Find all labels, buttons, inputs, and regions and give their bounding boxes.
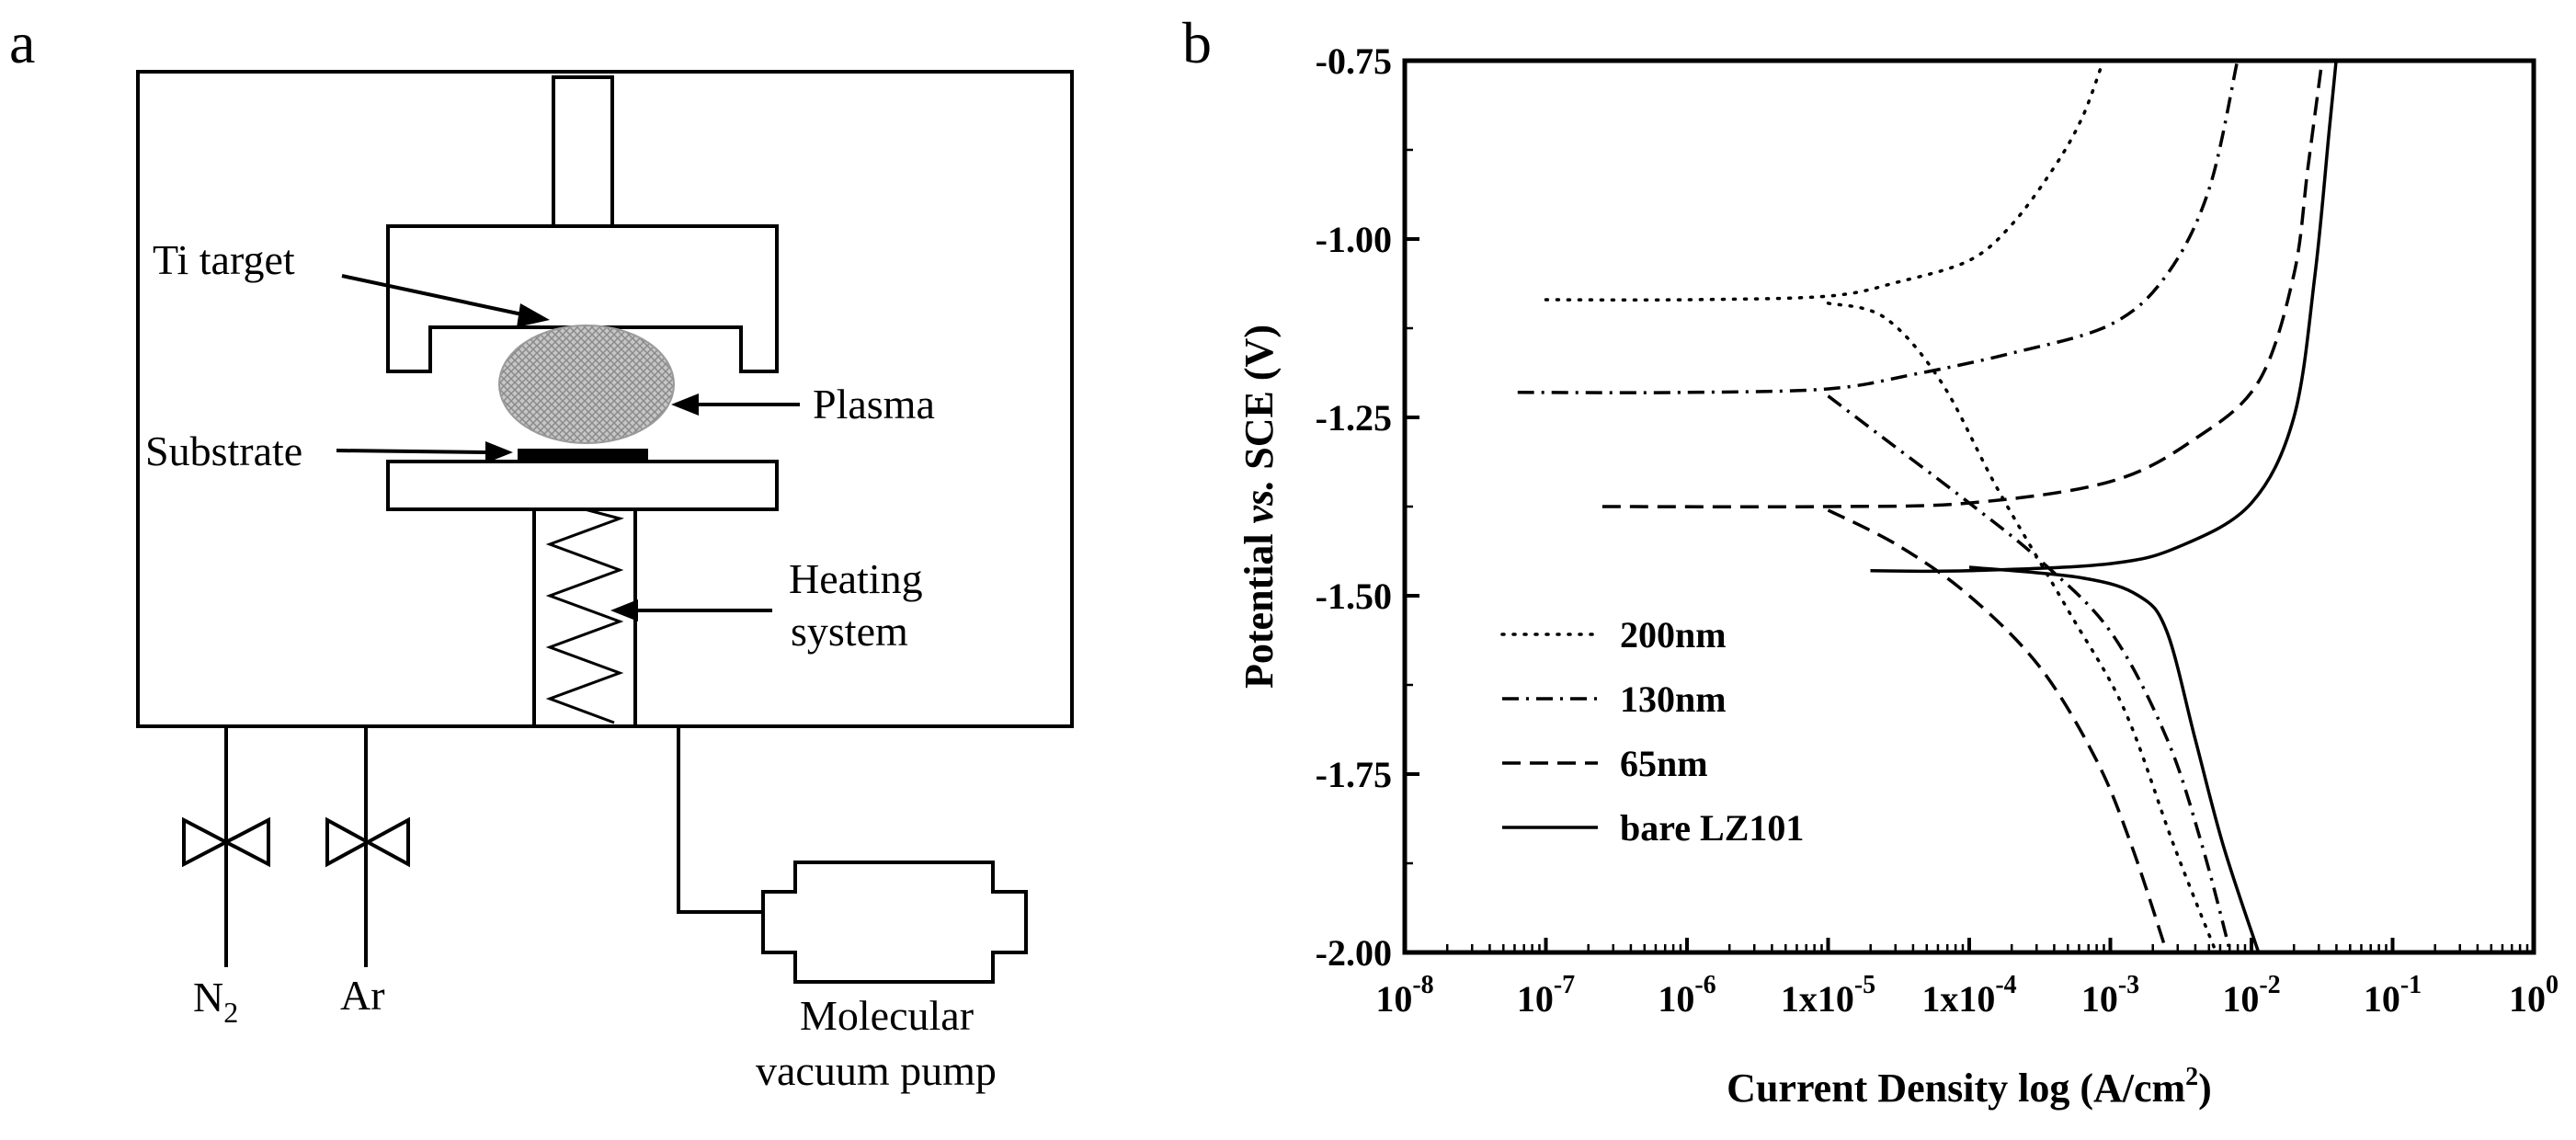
panel-b-letter: b — [1182, 10, 1212, 75]
series-130nm-anodic — [1517, 60, 2240, 394]
heating-arrowhead — [610, 599, 638, 621]
series-65nm-anodic — [1601, 60, 2324, 509]
pump-line — [677, 726, 1028, 984]
x-tick-label: 1x10-5 — [1781, 971, 1875, 1020]
x-tick-label: 100 — [2509, 971, 2559, 1020]
ti-target-label: Ti target — [153, 236, 295, 283]
y-tick-label: -1.00 — [1316, 219, 1392, 260]
x-tick-label: 10-7 — [1517, 971, 1575, 1020]
series-200nm-anodic — [1544, 59, 2105, 302]
label-arrows — [336, 274, 800, 621]
pump-label-line2: vacuum pump — [756, 1047, 997, 1094]
x-tick-label: 10-2 — [2222, 971, 2280, 1020]
target-shaft — [552, 75, 614, 228]
pump-label-line1: Molecular — [800, 992, 974, 1039]
y-tick-label: -1.50 — [1316, 576, 1392, 617]
series-bare-lz101-anodic — [1870, 60, 2338, 574]
y-tick-label: -2.00 — [1316, 932, 1392, 974]
substrate-arrow — [336, 449, 486, 454]
heater-column — [532, 507, 637, 728]
x-tick-label: 1x10-4 — [1921, 971, 2016, 1020]
ar-label: Ar — [340, 972, 385, 1019]
series-bare-lz101-cathodic — [1968, 565, 2261, 953]
vacuum-pump-icon — [761, 861, 1028, 984]
n2-label: N2 — [193, 974, 238, 1029]
heating-label-line1: Heating — [789, 555, 923, 602]
x-tick-label: 10-8 — [1375, 971, 1433, 1020]
legend-label: 200nm — [1620, 614, 1727, 656]
legend-label: 130nm — [1620, 678, 1727, 720]
substrate-label: Substrate — [145, 428, 302, 474]
x-axis: 10-8 10-7 10-6 1x10-5 1x10-4 10-3 10-2 10-1 100 — [1375, 938, 2559, 1020]
panel-a-letter: a — [9, 10, 35, 75]
y-axis-title: Potential vs. SCE (V) — [1237, 325, 1282, 689]
legend-label: bare LZ101 — [1620, 807, 1804, 849]
substrate-sample — [518, 449, 648, 463]
gas-lines — [182, 726, 410, 967]
substrate-stage — [386, 460, 779, 511]
heating-label-line2: system — [791, 608, 908, 655]
n2-valve-icon — [182, 816, 270, 868]
target-holder — [386, 224, 779, 373]
target-arrowhead — [517, 303, 550, 327]
data-curves — [1517, 59, 2338, 954]
pump-pipe — [677, 726, 763, 914]
x-tick-label: 10-1 — [2364, 971, 2422, 1020]
plot-frame — [1402, 58, 2536, 955]
y-tick-label: -1.75 — [1316, 754, 1392, 795]
heater-coil — [545, 507, 624, 724]
plasma-arrowhead — [671, 393, 699, 416]
y-tick-label: -0.75 — [1316, 40, 1392, 82]
x-axis-title: Current Density log (A/cm2) — [1727, 1063, 2212, 1111]
substrate-arrowhead — [485, 441, 513, 463]
series-200nm-cathodic — [1826, 302, 2218, 954]
legend: 200nm 130nm 65nm bare LZ101 — [1500, 614, 1804, 849]
y-tick-label: -1.25 — [1316, 397, 1392, 439]
series-130nm-cathodic — [1827, 394, 2232, 953]
y-axis: -0.75 -1.00 -1.25 -1.50 -1.75 -2.00 — [1316, 40, 1419, 974]
x-tick-label: 10-6 — [1658, 971, 1715, 1020]
x-tick-label: 10-3 — [2081, 971, 2139, 1020]
plasma-label: Plasma — [813, 381, 935, 428]
ar-valve-icon — [325, 816, 410, 868]
panel-b: b 10-8 10-7 10-6 1x10-5 1x10-4 10-3 10-2 10-1 10… — [1182, 10, 2559, 1111]
legend-label: 65nm — [1620, 743, 1708, 784]
plasma-cloud — [498, 325, 675, 444]
panel-a: a Ti target Plasma — [9, 10, 1074, 1094]
series-65nm-cathodic — [1827, 508, 2169, 953]
target-arrow — [341, 274, 523, 316]
